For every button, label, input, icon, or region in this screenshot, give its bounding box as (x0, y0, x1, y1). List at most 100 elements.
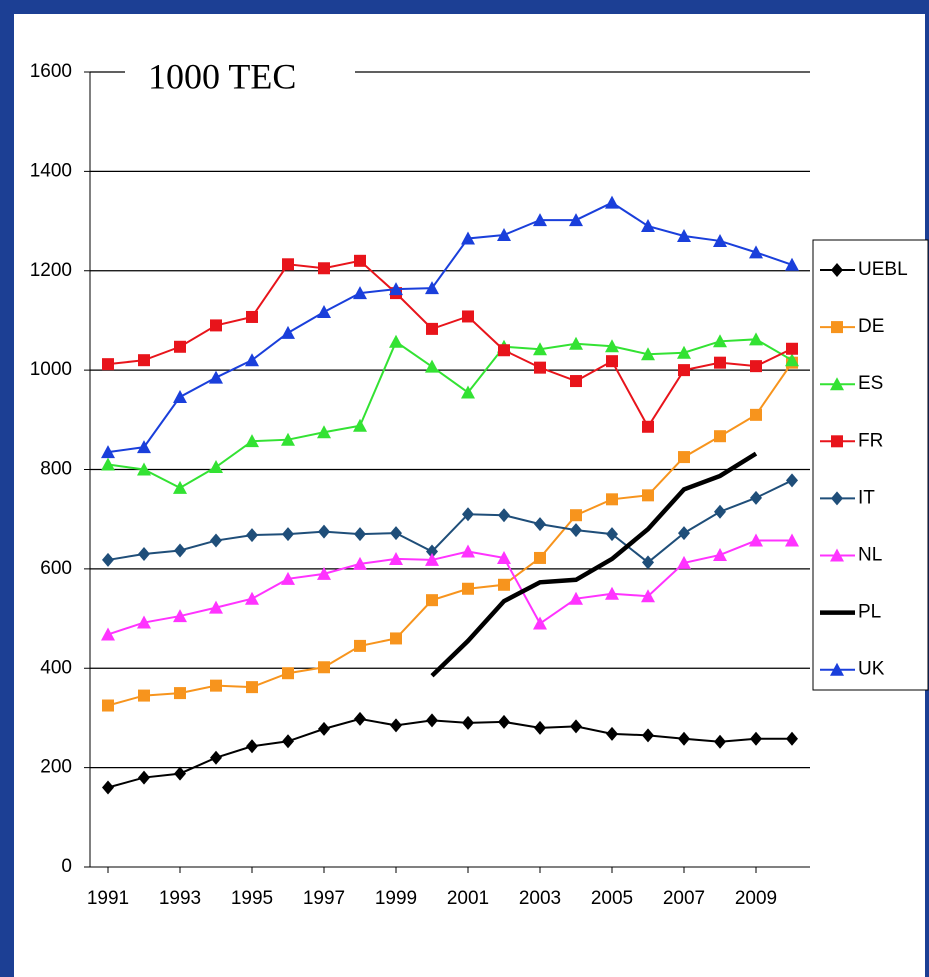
marker (534, 551, 546, 564)
marker (641, 219, 655, 233)
marker (642, 728, 654, 743)
y-tick-label: 1000 (30, 359, 72, 380)
marker (750, 408, 762, 421)
marker (102, 780, 114, 795)
marker (831, 263, 843, 277)
marker (101, 627, 115, 641)
y-tick-label: 200 (40, 757, 72, 778)
marker (606, 355, 618, 368)
marker (282, 527, 294, 542)
legend-label: ES (858, 373, 883, 394)
marker (534, 720, 546, 735)
marker (534, 361, 546, 374)
marker (318, 262, 330, 275)
y-tick-label: 0 (61, 856, 72, 877)
series-line (107, 201, 793, 454)
marker (642, 489, 654, 502)
marker (245, 353, 259, 367)
marker (317, 304, 331, 318)
marker (785, 533, 799, 547)
marker (498, 344, 510, 357)
marker (210, 319, 222, 332)
marker (678, 731, 690, 746)
marker (353, 286, 367, 300)
marker (641, 589, 655, 603)
marker (390, 526, 402, 541)
series-line (107, 717, 792, 789)
legend-label: FR (858, 430, 883, 451)
marker (209, 600, 223, 614)
marker (246, 739, 258, 754)
marker (677, 345, 691, 359)
marker (678, 451, 690, 464)
marker (714, 356, 726, 369)
series-line (107, 479, 793, 564)
marker (246, 681, 258, 694)
marker (426, 544, 438, 559)
marker (677, 228, 691, 242)
marker (534, 517, 546, 532)
marker (425, 359, 439, 373)
marker (713, 547, 727, 561)
marker (569, 591, 583, 605)
marker (173, 609, 187, 623)
marker (605, 339, 619, 353)
marker (174, 340, 186, 353)
marker (749, 533, 763, 547)
marker (570, 719, 582, 734)
marker (569, 213, 583, 227)
marker (497, 550, 511, 564)
marker (714, 504, 726, 519)
marker (786, 473, 798, 488)
y-tick-label: 600 (40, 558, 72, 579)
y-tick-label: 1600 (30, 61, 72, 82)
legend-label: NL (858, 545, 882, 566)
marker (174, 687, 186, 700)
marker (138, 354, 150, 367)
marker (426, 594, 438, 607)
marker (749, 332, 763, 346)
title-background (125, 55, 355, 100)
x-tick-label: 1995 (231, 888, 273, 909)
background (14, 14, 925, 977)
marker (714, 430, 726, 443)
marker (677, 555, 691, 569)
y-tick-label: 800 (40, 459, 72, 480)
marker (282, 734, 294, 749)
marker (750, 360, 762, 373)
marker (570, 523, 582, 538)
marker (354, 527, 366, 542)
x-tick-label: 2005 (591, 888, 633, 909)
marker (354, 639, 366, 652)
marker (786, 731, 798, 746)
chart-title: 1000 TEC (148, 56, 296, 96)
marker (389, 551, 403, 565)
marker (498, 714, 510, 729)
marker (641, 347, 655, 361)
marker (830, 548, 844, 562)
marker (831, 321, 843, 334)
marker (785, 257, 799, 271)
marker (605, 586, 619, 600)
marker (462, 310, 474, 323)
marker (425, 552, 439, 566)
marker (354, 254, 366, 267)
marker (138, 770, 150, 785)
x-tick-label: 2009 (735, 888, 777, 909)
marker (713, 233, 727, 247)
marker (830, 377, 844, 391)
x-tick-label: 2007 (663, 888, 705, 909)
legend-label: IT (858, 487, 875, 508)
marker (389, 282, 403, 296)
marker (642, 420, 654, 433)
marker (353, 556, 367, 570)
marker (750, 731, 762, 746)
marker (209, 370, 223, 384)
marker (462, 582, 474, 595)
marker (353, 418, 367, 432)
x-tick-label: 2001 (447, 888, 489, 909)
marker (317, 425, 331, 439)
marker (462, 715, 474, 730)
marker (713, 334, 727, 348)
